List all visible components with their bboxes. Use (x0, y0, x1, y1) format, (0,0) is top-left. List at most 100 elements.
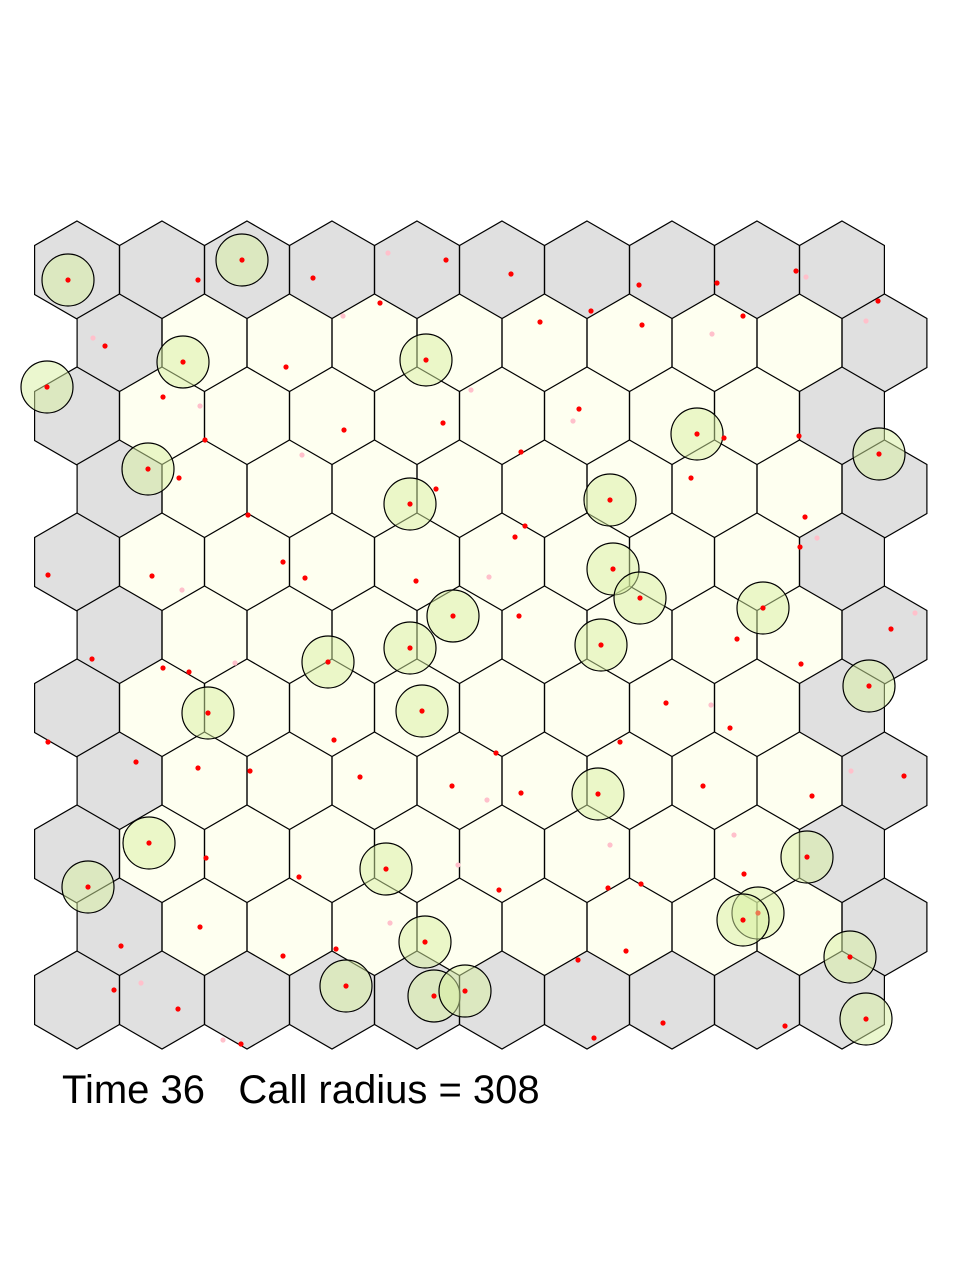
inactive-user-point (197, 403, 203, 409)
calling-user-point (740, 917, 746, 923)
active-user-point (537, 319, 543, 325)
inactive-user-point (708, 702, 714, 708)
inactive-user-point (912, 610, 918, 616)
calling-user-point (239, 257, 245, 263)
calling-user-point (85, 884, 91, 890)
inactive-user-point (814, 535, 820, 541)
calling-user-point (180, 359, 186, 365)
active-user-point (700, 783, 706, 789)
active-user-point (663, 700, 669, 706)
calling-user-point (610, 566, 616, 572)
active-user-point (195, 277, 201, 283)
active-user-point (341, 427, 347, 433)
active-user-point (203, 855, 209, 861)
active-user-point (357, 774, 363, 780)
active-user-point (280, 953, 286, 959)
active-user-point (102, 343, 108, 349)
active-user-point (89, 656, 95, 662)
inactive-user-point (731, 832, 737, 838)
active-user-point (605, 885, 611, 891)
active-user-point (280, 559, 286, 565)
inactive-user-point (709, 331, 715, 337)
active-user-point (296, 874, 302, 880)
active-user-point (413, 578, 419, 584)
active-user-point (160, 665, 166, 671)
active-user-point (512, 534, 518, 540)
hexagon-cells (33, 220, 928, 1050)
active-user-point (202, 437, 208, 443)
active-user-point (247, 768, 253, 774)
active-user-point (623, 948, 629, 954)
inactive-user-point (468, 387, 474, 393)
calling-user-point (205, 710, 211, 716)
active-user-point (195, 765, 201, 771)
calling-user-point (760, 605, 766, 611)
calling-user-point (407, 501, 413, 507)
calling-user-point (863, 1016, 869, 1022)
active-user-point (727, 725, 733, 731)
inactive-user-point (232, 660, 238, 666)
inactive-user-point (385, 250, 391, 256)
active-user-point (333, 946, 339, 952)
active-user-point (443, 257, 449, 263)
calling-user-point (343, 983, 349, 989)
inactive-user-point (803, 274, 809, 280)
active-user-point (186, 669, 192, 675)
calling-user-point (694, 431, 700, 437)
active-user-point (377, 300, 383, 306)
active-user-point (302, 575, 308, 581)
active-user-point (522, 523, 528, 529)
calling-user-point (876, 451, 882, 457)
inactive-user-point (179, 587, 185, 593)
active-user-point (901, 773, 907, 779)
active-user-point (111, 987, 117, 993)
active-user-point (449, 783, 455, 789)
calling-user-point (65, 277, 71, 283)
active-user-point (782, 1023, 788, 1029)
active-user-point (160, 394, 166, 400)
inactive-user-point (484, 797, 490, 803)
active-user-point (636, 282, 642, 288)
calling-user-point (866, 683, 872, 689)
calling-user-point (407, 645, 413, 651)
active-user-point (740, 313, 746, 319)
calling-user-point (804, 854, 810, 860)
active-user-point (149, 573, 155, 579)
active-users (45, 257, 907, 1047)
active-user-point (440, 420, 446, 426)
active-user-point (591, 1035, 597, 1041)
calling-user-point (462, 988, 468, 994)
active-user-point (118, 943, 124, 949)
calling-user-point (431, 993, 437, 999)
active-user-point (518, 449, 524, 455)
active-user-point (714, 280, 720, 286)
calling-user-point (383, 866, 389, 872)
time-label: Time 36 (62, 1068, 206, 1112)
active-user-point (518, 790, 524, 796)
inactive-user-point (570, 418, 576, 424)
inactive-user-point (138, 980, 144, 986)
active-user-point (496, 887, 502, 893)
call-radius-label: Call radius = 308 (238, 1068, 540, 1112)
active-user-point (796, 433, 802, 439)
calling-user-point (637, 595, 643, 601)
active-user-point (576, 406, 582, 412)
inactive-user-point (486, 574, 492, 580)
active-user-point (639, 322, 645, 328)
inactive-user-point (607, 842, 613, 848)
active-user-point (638, 881, 644, 887)
calling-user-point (145, 466, 151, 472)
active-user-point (508, 271, 514, 277)
calling-user-point (450, 613, 456, 619)
calling-user-point (146, 840, 152, 846)
active-user-point (688, 475, 694, 481)
active-user-point (797, 544, 803, 550)
calling-user-point (598, 642, 604, 648)
active-user-point (133, 759, 139, 765)
active-user-point (734, 636, 740, 642)
active-user-point (331, 737, 337, 743)
calling-user-point (423, 357, 429, 363)
calling-user-point (44, 384, 50, 390)
active-user-point (45, 572, 51, 578)
active-user-point (310, 275, 316, 281)
